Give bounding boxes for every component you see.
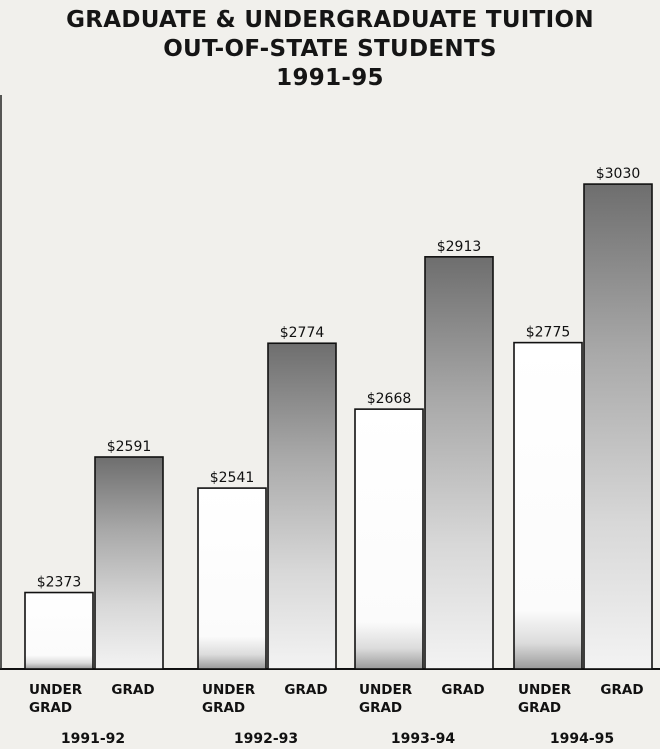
title-line-2: OUT-OF-STATE STUDENTS <box>163 36 497 62</box>
grad-value-label-1993-94: $2913 <box>437 239 482 255</box>
undergrad-value-label-1993-94: $2668 <box>367 391 412 407</box>
grad-bar-1991-92 <box>94 456 164 670</box>
undergrad-axis-label-1991-92-0: UNDER <box>29 682 83 698</box>
undergrad-value-label-1991-92: $2373 <box>37 575 82 591</box>
grad-axis-label-1992-93-0: GRAD <box>284 682 327 698</box>
grad-axis-label-1994-95-0: GRAD <box>600 682 643 698</box>
grad-axis-label-1993-94-0: GRAD <box>441 682 484 698</box>
grad-value-label-1992-93: $2774 <box>280 325 325 341</box>
period-label-1994-95: 1994-95 <box>550 731 614 747</box>
title-line-3: 1991-95 <box>276 65 384 91</box>
undergrad-axis-label-1993-94-0: UNDER <box>359 682 413 698</box>
grad-bar-1993-94 <box>424 256 494 670</box>
undergrad-bar-1993-94 <box>354 408 424 670</box>
undergrad-bar-1994-95 <box>513 341 583 670</box>
title-line-1: GRADUATE & UNDERGRADUATE TUITION <box>66 7 594 33</box>
undergrad-axis-label-1991-92-1: GRAD <box>29 700 72 716</box>
undergrad-axis-label-1993-94-1: GRAD <box>359 700 402 716</box>
grad-bar-1994-95 <box>583 183 653 670</box>
grad-axis-label-1991-92-0: GRAD <box>111 682 154 698</box>
undergrad-bar-1992-93 <box>197 487 267 670</box>
undergrad-value-label-1992-93: $2541 <box>210 470 255 486</box>
grad-value-label-1991-92: $2591 <box>107 439 152 455</box>
period-label-1992-93: 1992-93 <box>234 731 298 747</box>
undergrad-axis-label-1994-95-1: GRAD <box>518 700 561 716</box>
undergrad-axis-label-1992-93-0: UNDER <box>202 682 256 698</box>
undergrad-axis-label-1992-93-1: GRAD <box>202 700 245 716</box>
period-label-1991-92: 1991-92 <box>61 731 125 747</box>
undergrad-bar-1991-92 <box>24 591 94 670</box>
grad-value-label-1994-95: $3030 <box>596 166 641 182</box>
undergrad-value-label-1994-95: $2775 <box>526 325 571 341</box>
undergrad-axis-label-1994-95-0: UNDER <box>518 682 572 698</box>
period-label-1993-94: 1993-94 <box>391 731 456 747</box>
grad-bar-1992-93 <box>267 342 337 670</box>
chart-title: GRADUATE & UNDERGRADUATE TUITION OUT-OF-… <box>0 6 660 93</box>
